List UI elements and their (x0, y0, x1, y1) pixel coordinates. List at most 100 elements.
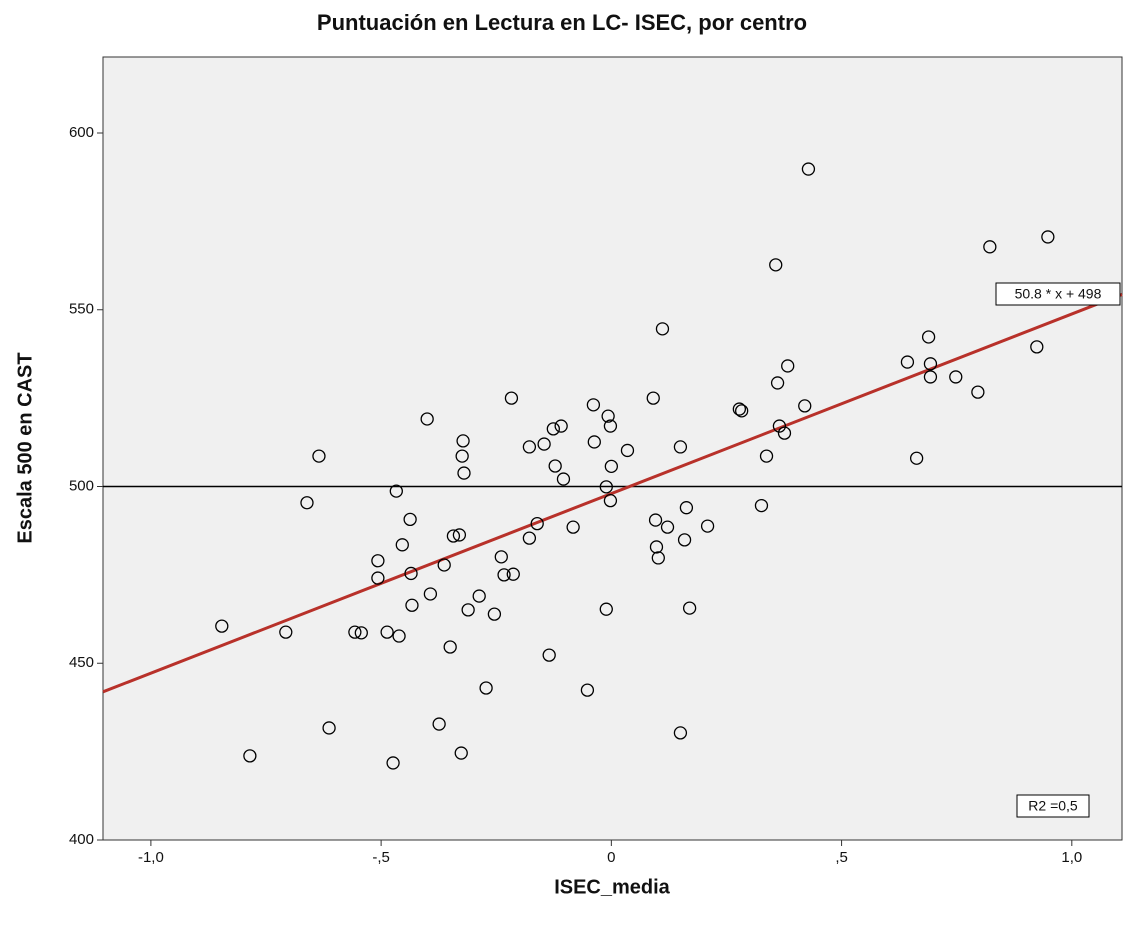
point (732, 402, 747, 416)
fit-line (102, 293, 1123, 694)
point (677, 533, 692, 547)
point (456, 434, 470, 448)
point (777, 426, 792, 440)
y-tick-label: 400 (69, 831, 94, 848)
point (497, 568, 511, 582)
point (405, 598, 419, 612)
point (354, 626, 368, 640)
point (651, 551, 665, 565)
point (556, 472, 571, 486)
point (312, 449, 326, 463)
point (971, 385, 985, 399)
point (587, 435, 601, 449)
point (404, 566, 418, 581)
x-tick-label: ,5 (835, 849, 848, 866)
point (604, 459, 618, 474)
point (506, 567, 520, 581)
point (423, 587, 438, 601)
point (443, 640, 457, 654)
point (300, 496, 314, 510)
point (455, 449, 469, 463)
point (673, 726, 688, 740)
point (949, 370, 963, 384)
point (921, 330, 936, 344)
point (801, 162, 816, 176)
point (487, 607, 502, 621)
point (900, 355, 915, 369)
point (646, 391, 660, 405)
point (599, 602, 613, 616)
point (655, 322, 670, 336)
y-axis-label: Escala 500 en CAST (14, 352, 36, 543)
point (530, 516, 544, 531)
y-tick-label: 550 (69, 301, 94, 318)
point (735, 404, 749, 418)
point (580, 683, 595, 697)
point (682, 601, 697, 615)
point (566, 520, 580, 534)
plot-area (102, 56, 1123, 841)
point (1041, 230, 1055, 244)
point (769, 258, 783, 272)
point (673, 440, 688, 454)
r2-label-box (1016, 794, 1090, 818)
point (386, 756, 400, 770)
point (1030, 340, 1044, 354)
y-tick-label: 600 (69, 124, 94, 141)
point (548, 459, 562, 473)
point (461, 603, 475, 617)
point (437, 558, 451, 572)
point (601, 409, 615, 423)
point (371, 571, 385, 585)
point (215, 619, 229, 633)
r2-label: R2 =0,5 (1028, 798, 1078, 814)
point (770, 376, 785, 390)
point (371, 554, 385, 568)
fit-label: 50.8 * x + 498 (1015, 286, 1102, 302)
point (420, 412, 434, 426)
point (452, 528, 467, 542)
point (542, 648, 556, 662)
point (504, 391, 519, 405)
point (649, 540, 664, 554)
point (279, 625, 293, 639)
x-tick-label: 1,0 (1061, 849, 1082, 866)
point (392, 629, 406, 643)
point (546, 422, 560, 436)
point (781, 359, 795, 373)
x-tick-label: -1,0 (138, 849, 164, 866)
point (923, 370, 938, 384)
x-axis-label: ISEC_media (554, 876, 670, 898)
point (348, 625, 362, 639)
point (754, 498, 769, 513)
point (759, 449, 774, 463)
point (479, 681, 493, 695)
point (389, 484, 403, 498)
point (648, 513, 663, 527)
point (679, 501, 694, 515)
point (322, 721, 336, 735)
point (432, 717, 446, 731)
point (599, 480, 613, 494)
point (603, 493, 618, 508)
point (403, 512, 417, 527)
point (522, 531, 537, 545)
point (454, 746, 468, 760)
point (457, 466, 471, 480)
point (909, 451, 924, 465)
point (395, 538, 409, 552)
point (798, 399, 812, 413)
point (494, 550, 508, 564)
x-tick-label: 0 (607, 849, 615, 866)
point (772, 419, 787, 433)
point (586, 398, 601, 412)
point (522, 440, 537, 454)
point (660, 520, 675, 534)
y-tick-label: 450 (69, 654, 94, 671)
fit-label-box (995, 282, 1121, 306)
point (537, 437, 551, 451)
point (446, 529, 461, 543)
point (700, 519, 715, 533)
point (380, 625, 394, 639)
